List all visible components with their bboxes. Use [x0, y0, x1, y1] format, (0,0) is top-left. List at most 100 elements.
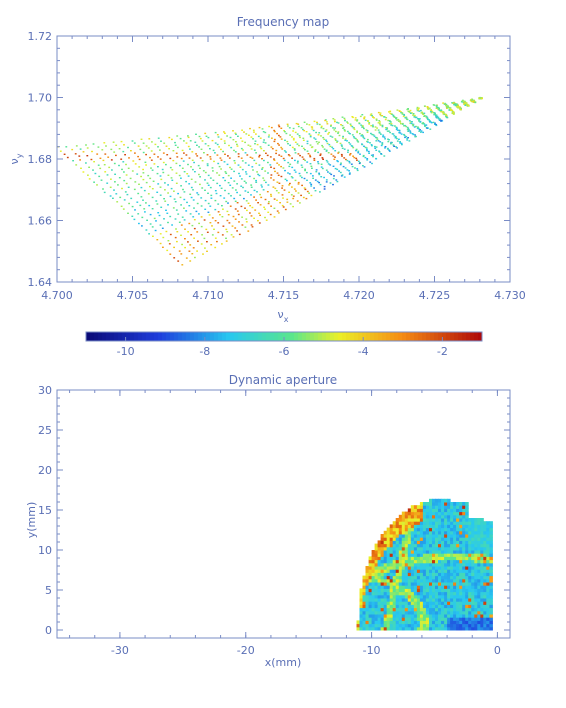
- dyn-ap-cell: [410, 623, 415, 628]
- freq-map-point: [374, 126, 377, 128]
- freq-map-point: [311, 167, 313, 169]
- freq-map-point: [199, 137, 202, 140]
- freq-map-point: [181, 216, 184, 218]
- dyn-ap-cell: [444, 550, 448, 554]
- freq-map-point: [256, 143, 259, 146]
- freq-map-point: [438, 107, 440, 110]
- dyn-ap-cell: [471, 582, 475, 586]
- freq-map-point: [389, 112, 392, 114]
- freq-map-point: [338, 134, 341, 137]
- freq-map-point: [395, 126, 398, 128]
- freq-map-point: [405, 125, 408, 128]
- freq-map-point: [154, 143, 157, 146]
- dyn-ap-cell: [413, 582, 418, 586]
- dyn-ap-cell: [422, 585, 427, 589]
- dyn-ap-cell: [489, 607, 493, 612]
- colorbar-cell: [458, 332, 463, 341]
- freq-map-point: [348, 162, 351, 164]
- freq-map-point: [363, 116, 366, 118]
- dyn-ap-cell: [425, 521, 430, 525]
- freq-map-point: [123, 179, 126, 182]
- freq-map-point: [292, 130, 294, 132]
- dyn-ap-cell: [407, 591, 412, 596]
- dyn-ap-cell: [447, 505, 451, 509]
- freq-map-point: [453, 102, 456, 105]
- dyn-ap-cell: [447, 578, 451, 583]
- freq-map-point: [328, 143, 331, 146]
- dyn-ap-cell: [435, 578, 439, 583]
- dyn-ap-cell: [389, 578, 394, 583]
- freq-map-point: [284, 139, 286, 141]
- freq-map-point: [260, 147, 263, 150]
- freq-map-point: [295, 190, 297, 192]
- freq-map-point: [278, 134, 280, 137]
- dyn-ap-cell: [483, 540, 487, 545]
- dyn-ap-cell: [480, 582, 484, 586]
- freq-map-point: [273, 129, 276, 132]
- dyn-ap-cell: [447, 594, 451, 599]
- dyn-ap-cell: [383, 607, 388, 612]
- freq-map-point: [258, 174, 261, 177]
- freq-map-point: [258, 126, 261, 129]
- freq-map-point: [334, 156, 336, 158]
- dyn-ap-cell: [383, 556, 388, 561]
- dyn-ap-cell: [422, 527, 427, 532]
- dyn-ap-cell: [419, 556, 424, 561]
- freq-map-point: [276, 172, 279, 174]
- dyn-ap-cell: [419, 543, 424, 548]
- freq-map-point: [282, 206, 285, 208]
- freq-map-point: [139, 204, 142, 207]
- freq-map-point: [273, 207, 276, 209]
- dyn-ap-cell: [474, 518, 478, 522]
- dyn-ap-cell: [419, 527, 424, 532]
- dyn-ap-cell: [474, 562, 478, 567]
- dyn-ap-cell: [441, 540, 445, 545]
- dyn-ap-cell: [474, 610, 478, 615]
- dyn-ap-cell: [438, 524, 442, 529]
- freq-map-point: [445, 106, 448, 108]
- freq-map-point: [400, 112, 403, 114]
- dyn-ap-cell: [432, 626, 436, 631]
- freq-map-point: [152, 180, 155, 182]
- freq-map-point: [292, 139, 295, 141]
- freq-map-point: [318, 181, 320, 184]
- freq-map-point: [167, 221, 169, 224]
- dyn-ap-cell: [465, 626, 469, 631]
- freq-map-point: [157, 146, 159, 148]
- dyn-ap-cell: [453, 550, 457, 554]
- freq-map-point: [250, 194, 252, 196]
- freq-map-point: [451, 109, 453, 111]
- freq-map-point: [371, 162, 373, 165]
- dyn-ap-cell: [416, 534, 421, 538]
- dyn-ap-cell: [483, 553, 487, 557]
- dyn-ap-cell: [359, 617, 364, 621]
- dyn-ap-cell: [371, 566, 376, 570]
- dyn-ap-cell: [438, 604, 442, 609]
- freq-map-point: [184, 238, 186, 240]
- freq-map-point: [439, 109, 441, 112]
- dyn-ap-cell: [365, 604, 370, 609]
- freq-map-point: [214, 246, 217, 249]
- freq-map-point: [400, 142, 403, 145]
- dyn-ap-cell: [413, 527, 418, 532]
- freq-map-point: [210, 194, 213, 197]
- freq-map-point: [311, 128, 314, 130]
- freq-map-point: [176, 240, 178, 243]
- freq-map-point: [258, 156, 260, 158]
- freq-map-point: [82, 171, 85, 173]
- dyn-ap-cell: [389, 559, 394, 564]
- dyn-ap-cell: [404, 534, 409, 538]
- freq-map-point: [332, 148, 335, 150]
- dyn-ap-cell: [365, 569, 370, 573]
- dyn-ap-cell: [401, 514, 406, 519]
- dyn-ap-cell: [416, 543, 421, 548]
- dyn-ap-cell: [474, 553, 478, 557]
- dyn-ap-y-axis-label: y(mm): [25, 502, 38, 539]
- freq-map-point: [324, 119, 327, 122]
- dyn-ap-cell: [429, 553, 433, 557]
- dyn-ap-y-tick-label: 0: [45, 624, 52, 637]
- dyn-ap-cell: [480, 617, 484, 621]
- dyn-ap-cell: [459, 502, 463, 506]
- dyn-ap-cell: [362, 607, 367, 612]
